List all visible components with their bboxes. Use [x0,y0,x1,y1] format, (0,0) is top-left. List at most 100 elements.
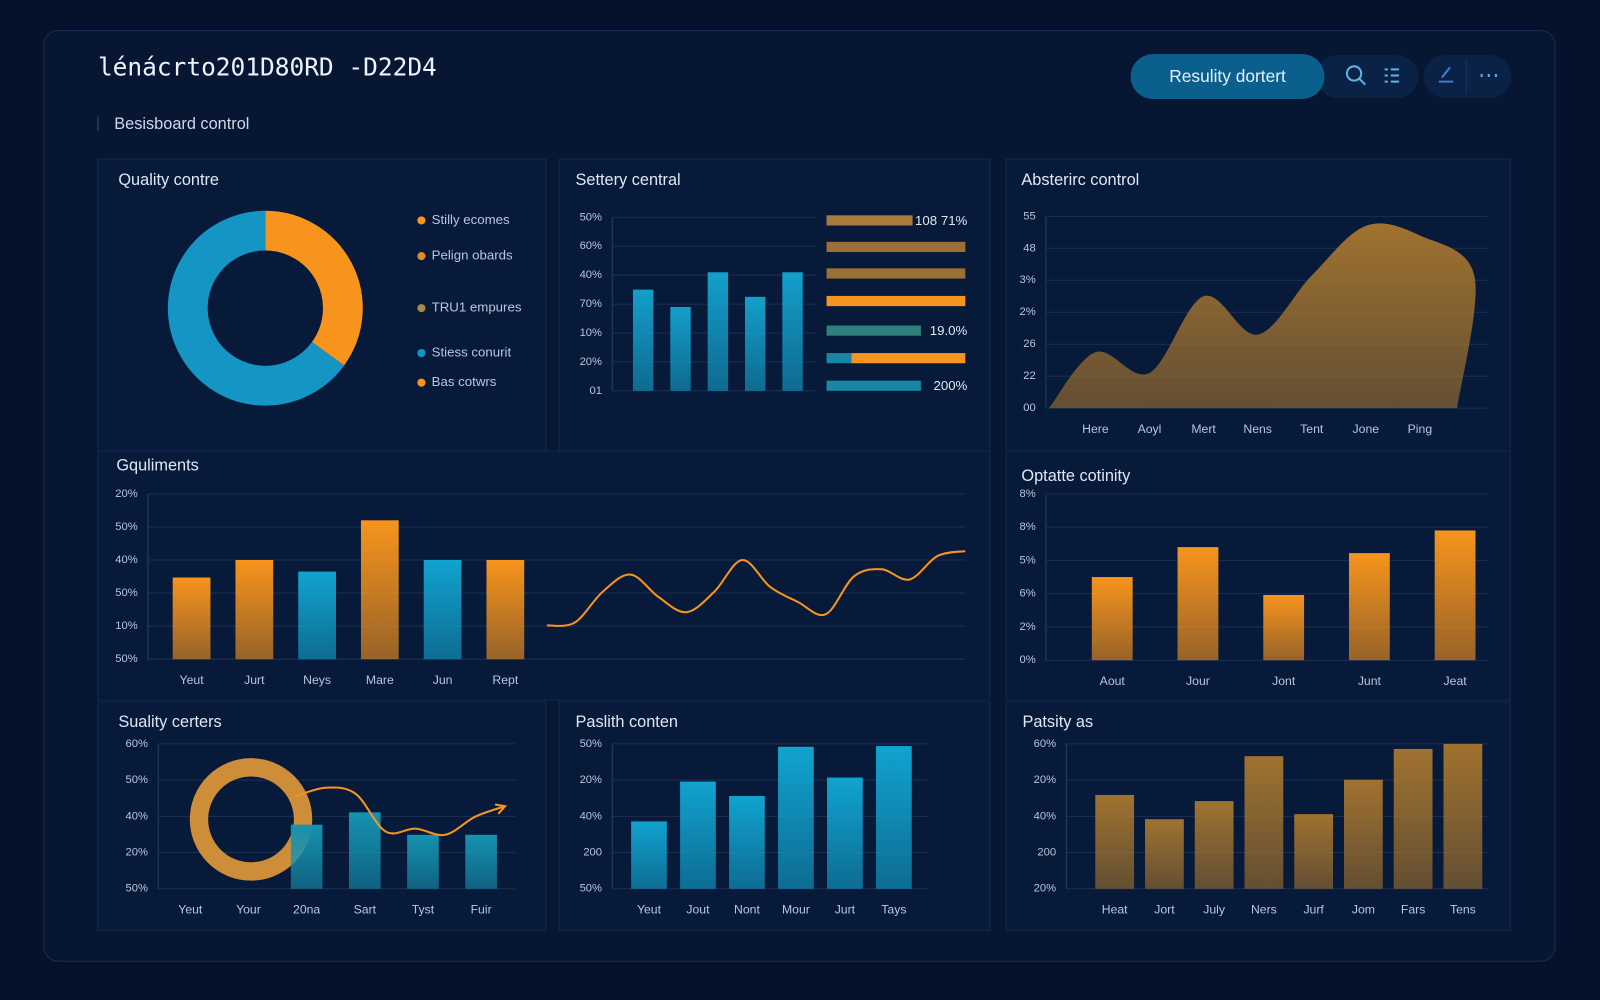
bar [827,777,863,889]
progress-segment [826,353,852,364]
bar [876,746,912,889]
panel-title: Suality certers [118,713,221,731]
trend-line [295,786,506,837]
y-tick-label: 60% [1034,738,1056,750]
y-tick-label: 200 [583,847,602,859]
x-tick-label: Here [1082,422,1109,436]
progress-segment [826,241,966,253]
search-icon[interactable] [1345,65,1363,82]
y-tick-label: 50% [580,883,602,895]
toolbar-group [1316,55,1419,98]
list-icon[interactable] [1384,68,1399,83]
y-tick-label: 20% [1034,883,1056,895]
legend-swatch [417,378,426,387]
y-tick-label: 70% [580,298,602,310]
panel-title: Paslith conten [576,713,678,731]
toolbar-group [1423,55,1512,98]
bar [1095,794,1135,889]
x-tick-label: Jurt [835,902,856,916]
x-tick-label: Mour [782,902,810,916]
x-tick-label: Jont [1272,674,1296,688]
y-tick-label: 60% [125,738,147,750]
bar [1434,530,1476,661]
y-tick-label: 6% [1019,588,1035,600]
bar [486,560,525,660]
bar [1294,814,1334,889]
y-tick-label: 20% [125,847,147,859]
bar [1177,547,1219,661]
progress-segment [826,295,966,307]
x-tick-label: Yeut [180,673,205,687]
bar [680,781,716,889]
y-tick-label: 01 [590,385,602,397]
y-tick-label: 200 [1037,847,1056,859]
y-tick-label: 50% [115,587,137,599]
bar [1145,819,1184,889]
x-tick-label: Jurf [1303,902,1324,916]
x-tick-label: Tyst [412,902,435,916]
y-tick-label: 40% [580,810,602,822]
bar [1194,801,1234,889]
x-tick-label: Fars [1401,902,1425,916]
bar [407,834,439,889]
page-title: lénácrto201D80RD -D22D4 [98,52,437,81]
y-tick-label: 50% [580,738,602,750]
y-tick-label: 40% [125,810,147,822]
bar [1344,779,1383,889]
legend-swatch [417,252,426,261]
action-button[interactable] [1130,54,1325,99]
progress-segment [826,380,921,391]
x-tick-label: Jone [1353,422,1380,436]
edit-icon[interactable] [1438,66,1454,83]
y-tick-label: 20% [1034,774,1056,786]
area [1048,223,1476,409]
bar [778,746,814,889]
donut-segment [264,210,363,366]
x-tick-label: July [1203,902,1226,916]
y-tick-label: 60% [580,240,602,252]
bar [360,520,399,660]
bar [423,560,462,660]
y-tick-label: 48 [1023,242,1035,254]
x-tick-label: Jort [1154,902,1175,916]
bar [465,834,497,889]
x-tick-label: Jeat [1444,674,1468,688]
y-tick-label: 50% [115,521,137,533]
legend-label: Bas cotwrs [432,374,497,389]
donut-segment [167,210,345,406]
x-tick-label: Jun [433,673,453,687]
legend-label: Stiess conurit [432,345,512,360]
y-tick-label: 20% [115,488,137,500]
y-tick-label: 00 [1023,402,1035,414]
y-tick-label: 55 [1023,210,1035,222]
ring [189,758,313,881]
toolbar: Resulity dortert [1130,54,1512,99]
x-tick-label: Tent [1300,422,1324,436]
progress-segment [826,325,921,336]
x-tick-label: Fuir [471,902,492,916]
panel-title: Optatte cotinity [1021,467,1131,485]
x-tick-label: Jom [1352,902,1375,916]
bar [632,289,654,391]
progress-label: 200% [933,378,967,393]
trend-arrow [494,803,508,815]
bar [745,296,766,391]
panel-title: Absterirc control [1021,171,1139,189]
x-tick-label: Neys [303,673,331,687]
x-tick-label: Jout [686,902,710,916]
trend-line [546,550,966,627]
x-tick-label: Rept [492,673,518,687]
legend-label: TRU1 empures [432,300,522,315]
x-tick-label: Aout [1100,674,1126,688]
bar [782,272,803,391]
y-tick-label: 5% [1019,554,1035,566]
y-tick-label: 40% [115,554,137,566]
panel [1005,450,1511,701]
y-tick-label: 20% [580,356,602,368]
bar [670,306,691,391]
y-tick-label: 50% [125,774,147,786]
button-label[interactable]: Resulity dortert [1169,66,1286,86]
x-tick-label: Yeut [637,902,662,916]
